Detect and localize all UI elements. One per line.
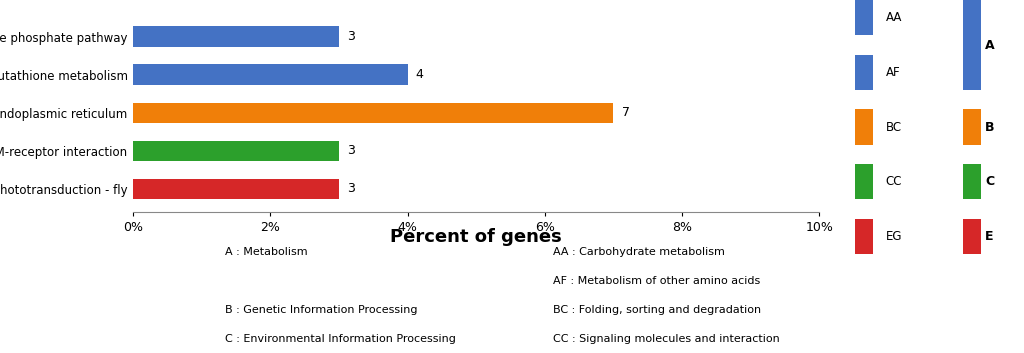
Text: AA: AA — [886, 11, 902, 24]
Text: 7: 7 — [622, 107, 630, 119]
Bar — [133, 26, 339, 47]
Bar — [133, 65, 408, 85]
Text: B : Genetic Information Processing: B : Genetic Information Processing — [225, 305, 418, 315]
Text: Percent of genes: Percent of genes — [390, 228, 562, 246]
Text: 4: 4 — [416, 68, 424, 82]
Text: A: A — [985, 38, 994, 52]
Bar — [133, 179, 339, 199]
Text: BC : Folding, sorting and degradation: BC : Folding, sorting and degradation — [553, 305, 761, 315]
Text: E: E — [985, 230, 993, 243]
Text: CC: CC — [886, 175, 902, 188]
Text: B: B — [985, 121, 994, 133]
Text: 3: 3 — [347, 144, 355, 157]
Text: AF : Metabolism of other amino acids: AF : Metabolism of other amino acids — [553, 276, 760, 286]
Text: A : Metabolism: A : Metabolism — [225, 247, 308, 257]
Text: AA : Carbohydrate metabolism: AA : Carbohydrate metabolism — [553, 247, 725, 257]
Text: 3: 3 — [347, 183, 355, 196]
Text: EG: EG — [886, 230, 902, 243]
Bar — [133, 102, 613, 124]
Text: 3: 3 — [347, 30, 355, 43]
Text: BC: BC — [886, 121, 902, 133]
Text: AF: AF — [886, 66, 900, 79]
Text: C: C — [985, 175, 994, 188]
Text: CC : Signaling molecules and interaction: CC : Signaling molecules and interaction — [553, 334, 779, 344]
Text: C : Environmental Information Processing: C : Environmental Information Processing — [225, 334, 456, 344]
Bar — [133, 140, 339, 161]
